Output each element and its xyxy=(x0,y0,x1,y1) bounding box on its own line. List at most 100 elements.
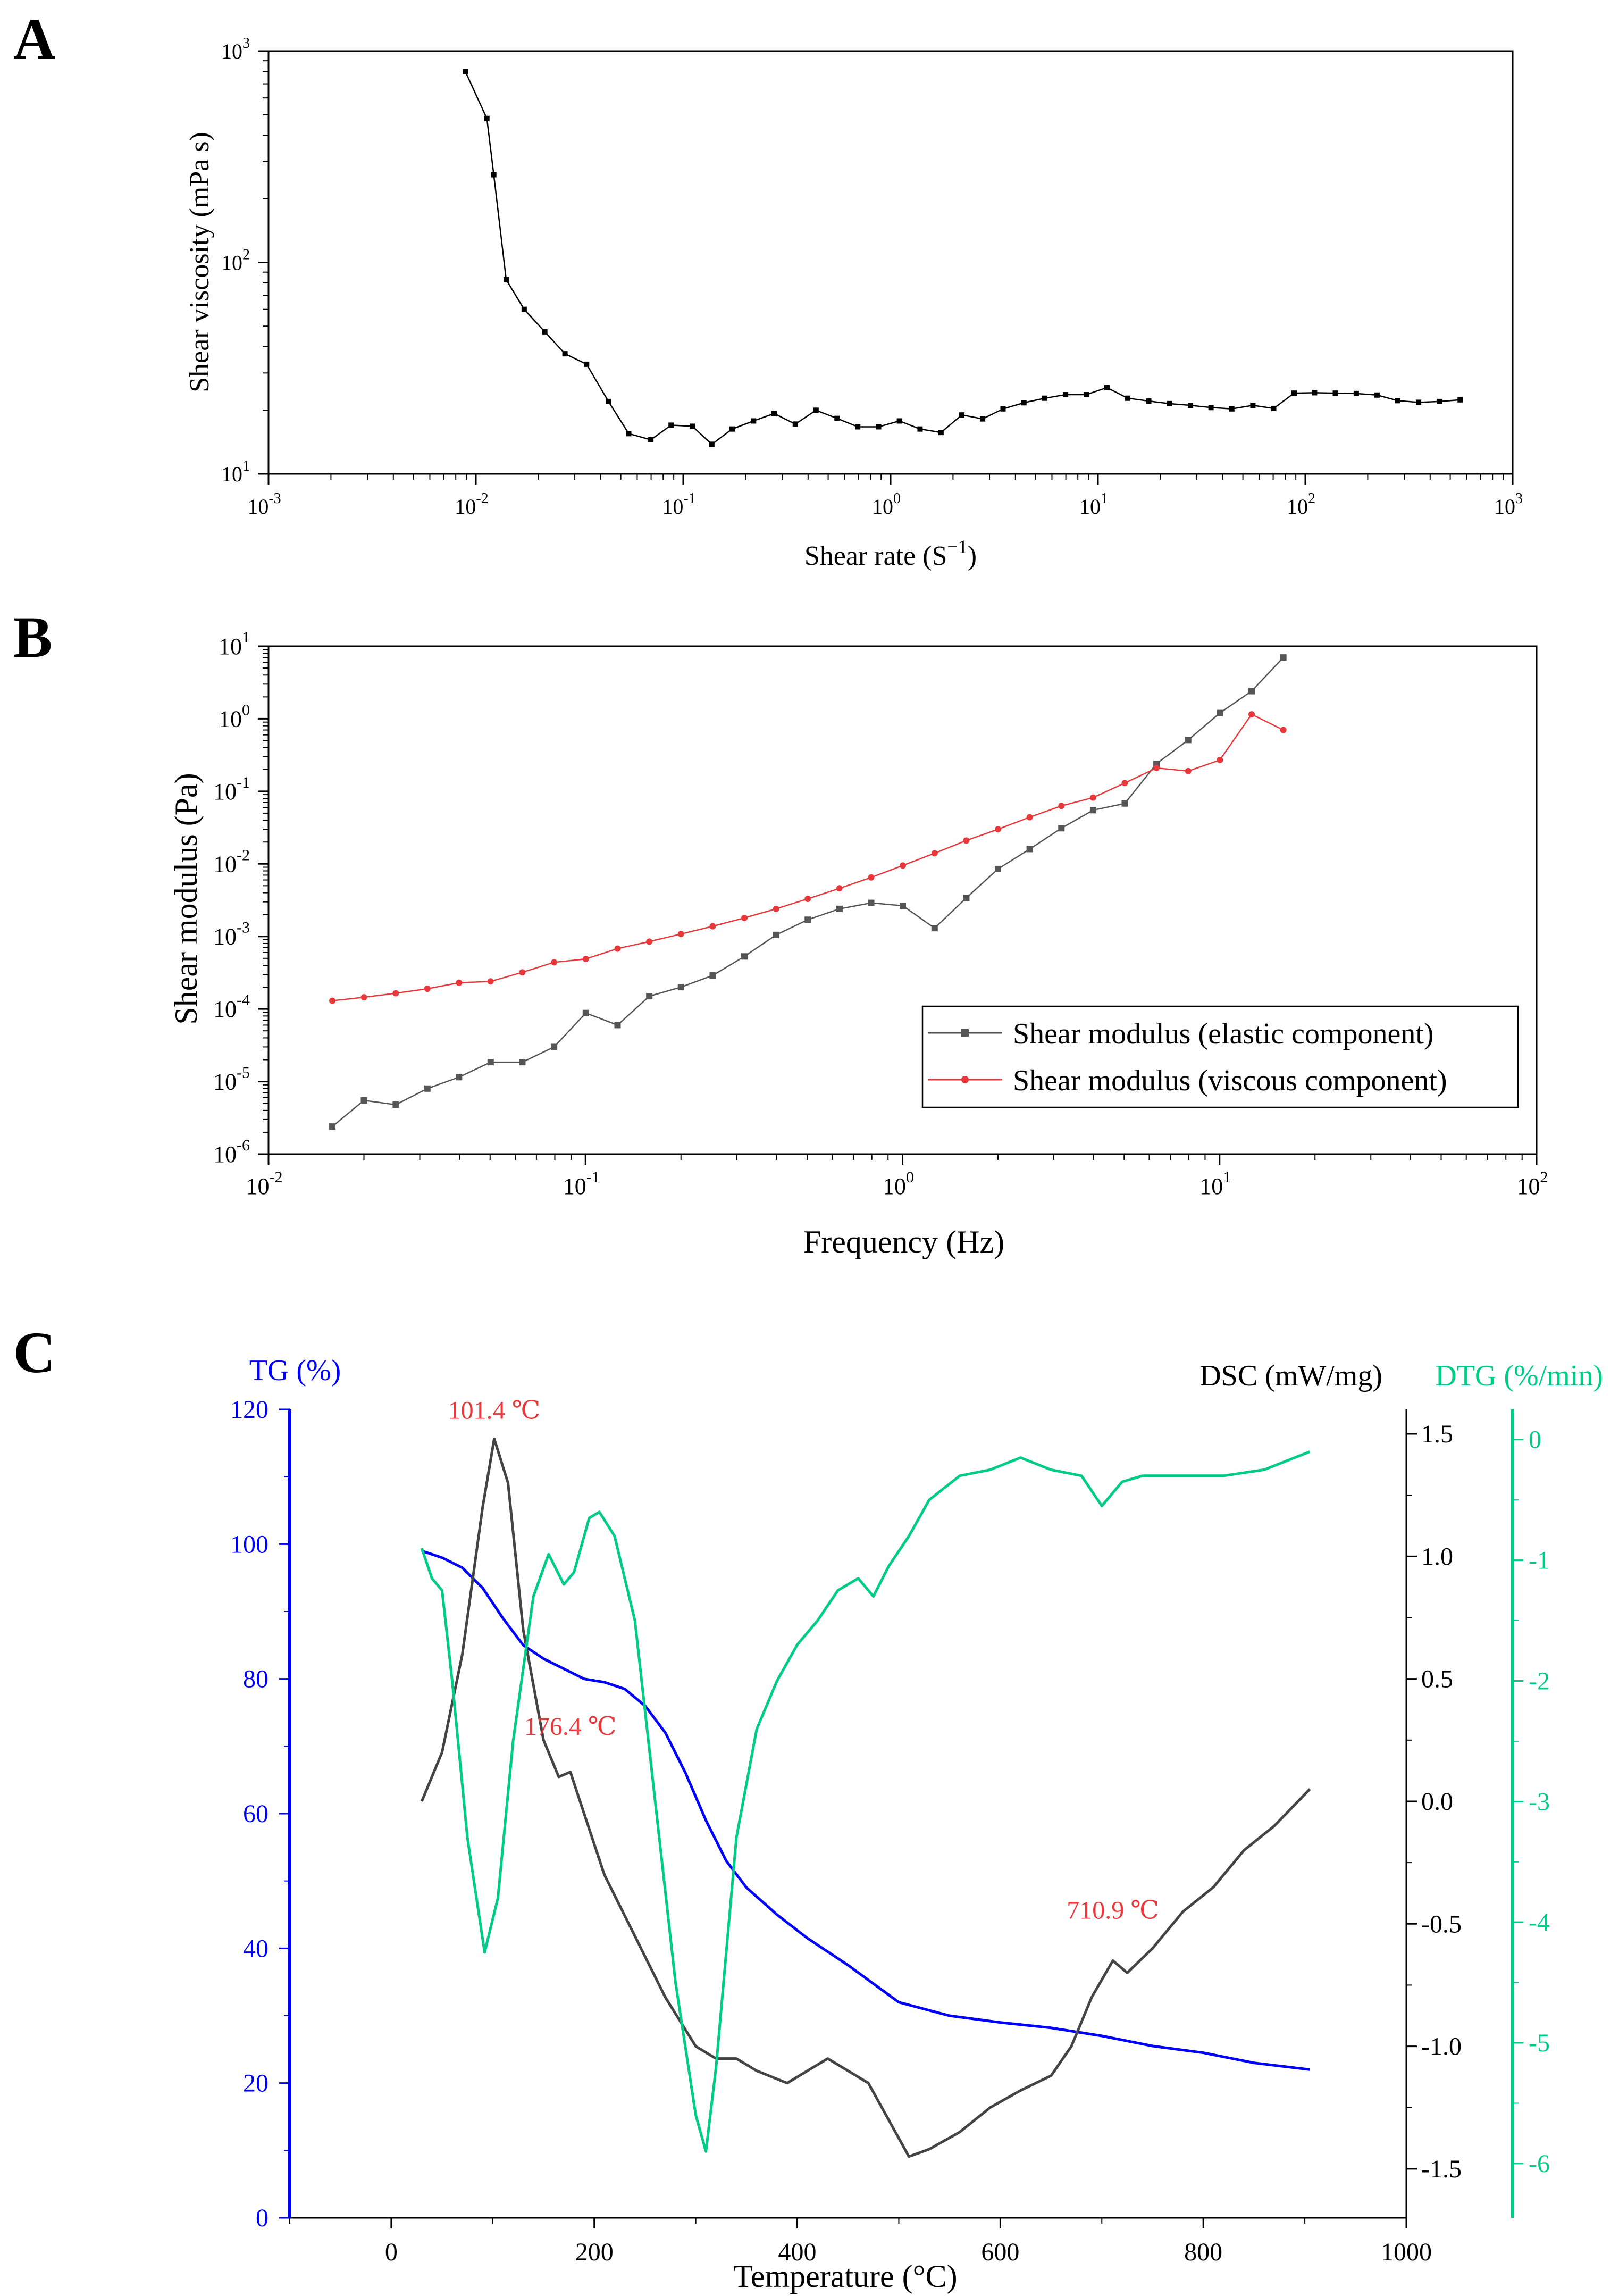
chart-b-elastic-point xyxy=(1248,688,1255,695)
chart-a-data-point xyxy=(876,424,882,430)
chart-c-dtg-tick-label: -2 xyxy=(1529,1667,1550,1695)
chart-b-viscous-point xyxy=(1026,814,1033,821)
chart-a-y-tick-base: 10 xyxy=(221,39,242,63)
chart-b-x-tick-base: 10 xyxy=(563,1173,586,1199)
chart-a-x-axis: 10-3 10-2 10-1 100 101 102 103 xyxy=(247,474,1523,519)
chart-b-x-tick-exp: 0 xyxy=(906,1168,914,1186)
chart-a-data-point xyxy=(1250,403,1256,408)
chart-b-legend-box xyxy=(921,1005,1519,1108)
chart-b-viscous-point xyxy=(551,959,558,966)
chart-b-x-tick-label: 101 xyxy=(1199,1168,1231,1199)
chart-c-x-tick-label: 600 xyxy=(981,2238,1019,2266)
chart-b-x-tick-label: 10-1 xyxy=(563,1168,600,1199)
chart-a-data-point xyxy=(1042,395,1047,401)
chart-b-viscous-point xyxy=(931,850,938,857)
chart-c-tg-axis: 0 20 40 60 80 100 120 xyxy=(230,1396,290,2232)
chart-b-elastic-point xyxy=(456,1074,463,1081)
chart-a-data-point xyxy=(1104,385,1110,390)
chart-b-y-tick-base: 10 xyxy=(213,851,237,877)
chart-b-viscous-point xyxy=(456,979,463,986)
chart-c-dsc-curve xyxy=(420,1437,1311,2158)
chart-b-y-tick-base: 10 xyxy=(213,996,237,1022)
chart-a-data-point xyxy=(855,424,861,430)
chart-b-viscous-point xyxy=(1280,727,1287,733)
chart-a-x-tick-exp: -1 xyxy=(683,490,695,507)
chart-a-data-point xyxy=(1208,405,1214,411)
chart-b-elastic-point xyxy=(773,931,779,938)
chart-a-data-point xyxy=(1457,397,1463,403)
chart-c-series xyxy=(420,1437,1311,2158)
chart-c-tg-axis-title: TG (%) xyxy=(249,1354,341,1387)
chart-c-dtg-tick-label: -3 xyxy=(1529,1788,1550,1816)
chart-b-viscous-point xyxy=(1217,757,1223,764)
chart-b-viscous-point xyxy=(360,994,367,1001)
chart-c-dtg-tick-label: -5 xyxy=(1529,2029,1550,2057)
chart-a-data-point xyxy=(1229,406,1235,412)
chart-b-x-tick-base: 10 xyxy=(246,1173,270,1199)
chart-b-y-tick-exp: 0 xyxy=(242,701,250,719)
chart-a-x-axis-title: Shear rate (S−1) xyxy=(804,536,977,571)
chart-a-x-tick-exp: 2 xyxy=(1308,490,1315,507)
chart-b-elastic-point xyxy=(868,899,875,906)
chart-b-viscous-point xyxy=(1185,767,1192,774)
chart-b-series xyxy=(329,654,1287,1130)
chart-c-dsc-tick-label: -0.5 xyxy=(1421,1910,1462,1938)
chart-b-y-tick-label: 101 xyxy=(219,629,250,659)
chart-b-y-tick-exp: -1 xyxy=(237,774,250,791)
chart-b-y-tick-label: 10-1 xyxy=(213,774,250,805)
chart-c-x-tick-label: 1000 xyxy=(1381,2238,1432,2266)
chart-a-data-point xyxy=(491,172,497,178)
chart-b-viscous-point xyxy=(773,905,779,912)
chart-c-x-tick-label: 400 xyxy=(778,2238,817,2266)
chart-a-x-tick-label: 103 xyxy=(1494,490,1523,519)
chart-a-x-tick-label: 10-1 xyxy=(662,490,695,519)
chart-b-x-tick-exp: 2 xyxy=(1540,1168,1548,1186)
chart-a-data-point xyxy=(771,411,777,416)
chart-b-viscous-point xyxy=(392,990,399,997)
panel-b-letter: B xyxy=(13,605,52,670)
chart-c-annotations: 101.4 ℃ 176.4 ℃ 710.9 ℃ xyxy=(448,1397,1159,1925)
chart-b-viscous-point xyxy=(741,914,748,921)
chart-a-x-tick-label: 101 xyxy=(1079,490,1108,519)
chart-a-data-point xyxy=(1353,390,1359,396)
chart-c-tg-tick-label: 0 xyxy=(256,2204,269,2232)
chart-a-x-tick-base: 10 xyxy=(662,495,683,519)
chart-b-legend-elastic-label: Shear modulus (elastic component) xyxy=(1013,1017,1434,1050)
chart-a-data-point xyxy=(1332,390,1338,396)
chart-a-x-tick-label: 102 xyxy=(1287,490,1315,519)
chart-c-dsc-tick-label: -1.5 xyxy=(1421,2155,1462,2183)
chart-a-data-point xyxy=(1312,390,1318,396)
chart-c-dtg-curve xyxy=(420,1450,1311,2153)
chart-a-data-point xyxy=(729,426,735,432)
chart-b: 10-2 10-1 100 101 102 10-610-510-410-310-210… xyxy=(169,629,1548,1259)
chart-a-data-point xyxy=(1271,405,1277,411)
chart-a-data-point xyxy=(896,418,902,424)
chart-b-elastic-point xyxy=(614,1022,621,1029)
chart-b-elastic-point xyxy=(994,865,1001,872)
chart-b-elastic-point xyxy=(677,984,684,991)
chart-b-y-tick-base: 10 xyxy=(213,1141,237,1167)
chart-c-x-tick-label: 800 xyxy=(1184,2238,1222,2266)
chart-c-tg-tick-label: 100 xyxy=(230,1530,269,1558)
chart-a-data-point xyxy=(980,416,986,422)
chart-a-x-tick-label: 100 xyxy=(872,490,901,519)
chart-b-y-tick-base: 10 xyxy=(213,924,237,950)
chart-c-dtg-tick-label: -1 xyxy=(1529,1547,1550,1575)
chart-a-x-tick-base: 10 xyxy=(872,495,893,519)
chart-b-legend-elastic-marker xyxy=(961,1029,969,1037)
chart-b-y-tick-base: 10 xyxy=(213,1069,237,1095)
chart-c-tg-tick-label: 120 xyxy=(230,1396,269,1424)
chart-a-data-point xyxy=(606,398,611,404)
chart-c-dsc-tick-label: 0.0 xyxy=(1421,1788,1453,1816)
chart-b-viscous-point xyxy=(1121,780,1128,787)
chart-a-data-point xyxy=(1146,398,1152,404)
panel-c-letter: C xyxy=(13,1320,55,1385)
chart-a-data-point xyxy=(484,115,490,121)
chart-b-elastic-point xyxy=(519,1059,526,1066)
chart-a-y-tick-label: 102 xyxy=(221,247,250,275)
chart-a-x-tick-exp: -2 xyxy=(476,490,488,507)
chart-a-data-point xyxy=(751,418,757,424)
chart-b-y-tick-base: 10 xyxy=(219,706,242,732)
